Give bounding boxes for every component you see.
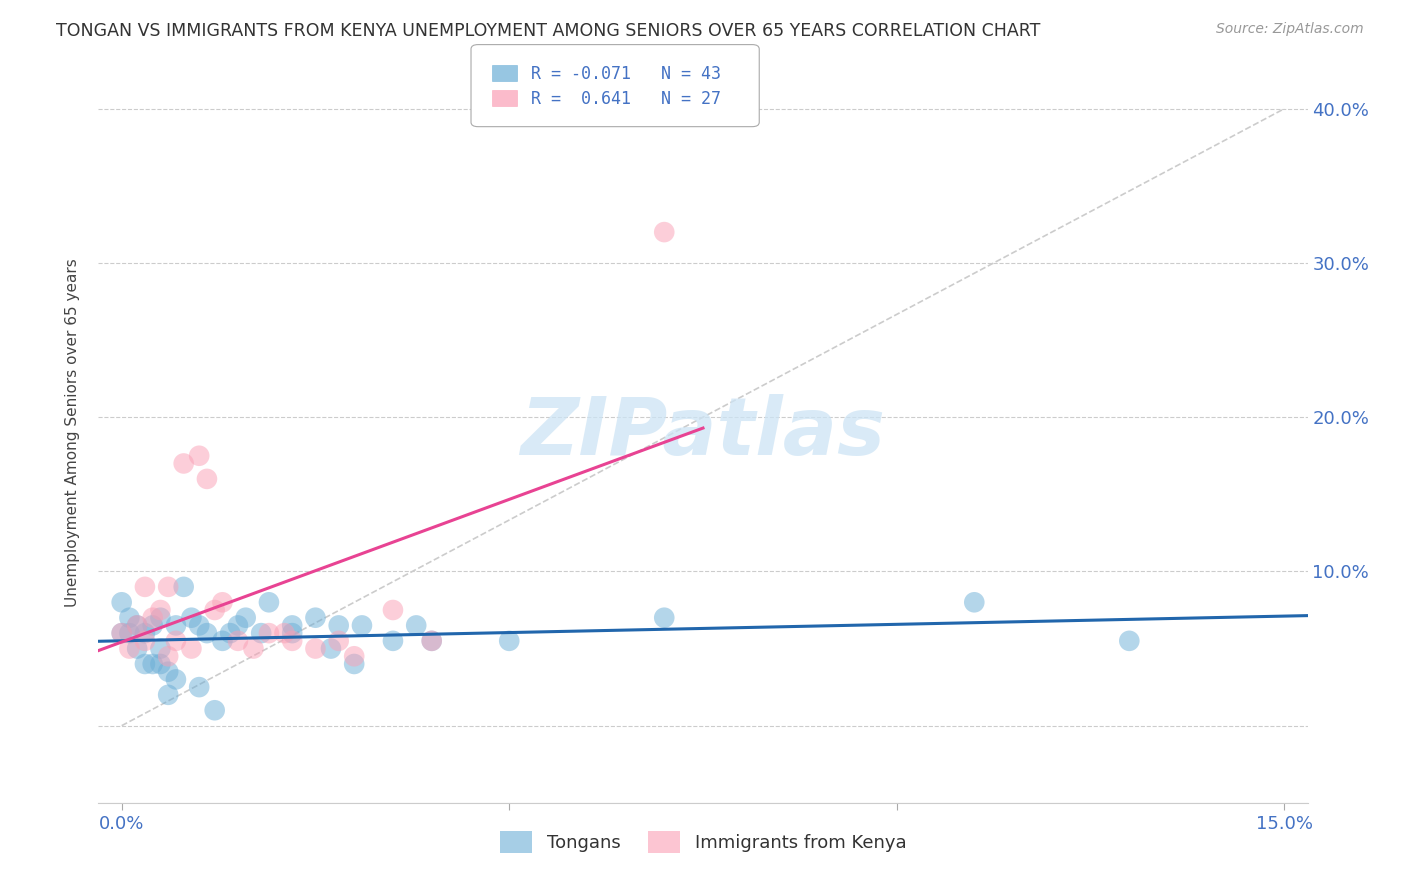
Point (111, 626, 134, 640)
Point (157, 580, 180, 594)
Point (204, 703, 226, 717)
Text: TONGAN VS IMMIGRANTS FROM KENYA UNEMPLOYMENT AMONG SENIORS OVER 65 YEARS CORRELA: TONGAN VS IMMIGRANTS FROM KENYA UNEMPLOY… (56, 22, 1040, 40)
Point (381, 603, 404, 617)
Point (652, 225, 675, 239)
Point (226, 618, 249, 632)
Point (165, 633, 187, 648)
Point (195, 626, 218, 640)
Point (405, 618, 427, 632)
Point (134, 657, 156, 671)
Text: ZIPatlas: ZIPatlas (520, 393, 886, 472)
Point (173, 457, 195, 471)
Point (188, 449, 211, 463)
Point (204, 603, 226, 617)
Point (273, 626, 295, 640)
Point (127, 618, 149, 632)
Point (180, 641, 202, 656)
Point (328, 633, 350, 648)
Point (319, 641, 342, 656)
Point (157, 649, 180, 664)
Point (134, 580, 156, 594)
Point (242, 641, 264, 656)
Point (420, 633, 443, 648)
Point (304, 641, 326, 656)
Point (134, 633, 156, 648)
Point (127, 641, 149, 656)
Point (652, 610, 675, 624)
Point (250, 626, 273, 640)
Text: Source: ZipAtlas.com: Source: ZipAtlas.com (1216, 22, 1364, 37)
Point (111, 626, 134, 640)
Point (281, 618, 304, 632)
Point (165, 618, 187, 632)
Point (304, 610, 326, 624)
Y-axis label: Unemployment Among Seniors over 65 years: Unemployment Among Seniors over 65 years (65, 259, 80, 607)
Point (118, 641, 141, 656)
Point (149, 603, 172, 617)
Point (157, 688, 180, 702)
Point (165, 673, 187, 687)
Point (180, 610, 202, 624)
Text: R = -0.071   N = 43: R = -0.071 N = 43 (531, 65, 721, 83)
Point (188, 680, 211, 694)
Point (188, 618, 211, 632)
Point (173, 580, 195, 594)
Point (157, 665, 180, 679)
Point (328, 618, 350, 632)
Point (498, 633, 520, 648)
Point (118, 610, 141, 624)
Point (111, 595, 134, 609)
Point (963, 595, 986, 609)
Point (1118, 633, 1140, 648)
Point (142, 618, 165, 632)
Point (142, 657, 165, 671)
Point (134, 626, 156, 640)
Point (127, 618, 149, 632)
Point (350, 618, 373, 632)
Point (219, 626, 242, 640)
Point (343, 657, 366, 671)
Point (235, 610, 257, 624)
Point (281, 626, 304, 640)
Point (211, 633, 233, 648)
Text: R =  0.641   N = 27: R = 0.641 N = 27 (531, 90, 721, 108)
Point (118, 626, 141, 640)
Point (257, 595, 280, 609)
Point (420, 633, 443, 648)
Point (226, 633, 249, 648)
Point (211, 595, 233, 609)
Point (142, 610, 165, 624)
Point (257, 626, 280, 640)
Point (195, 472, 218, 486)
Point (149, 641, 172, 656)
Point (381, 633, 404, 648)
Point (149, 657, 172, 671)
Legend: Tongans, Immigrants from Kenya: Tongans, Immigrants from Kenya (492, 824, 914, 861)
Point (149, 610, 172, 624)
Point (281, 633, 304, 648)
Point (343, 649, 366, 664)
